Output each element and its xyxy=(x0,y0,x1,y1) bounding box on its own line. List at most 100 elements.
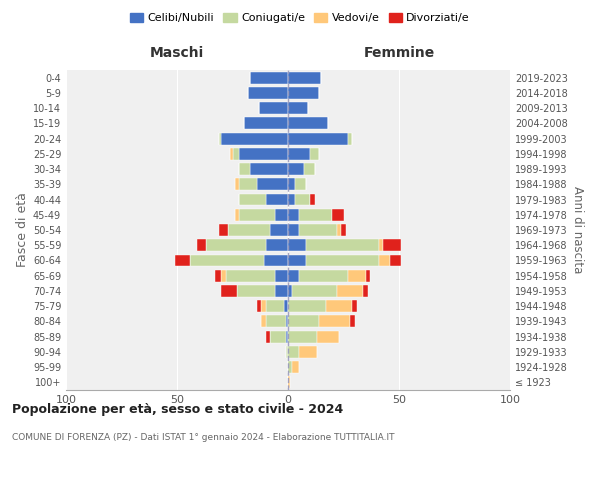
Bar xyxy=(292,285,337,297)
Bar xyxy=(288,148,310,160)
Bar xyxy=(337,224,341,236)
Bar xyxy=(295,194,310,205)
Bar xyxy=(288,224,299,236)
Bar xyxy=(366,270,370,281)
Bar xyxy=(259,102,288,114)
Bar xyxy=(306,240,379,251)
Bar xyxy=(288,102,308,114)
Bar xyxy=(288,330,317,342)
Bar xyxy=(257,178,288,190)
Bar xyxy=(288,300,326,312)
Bar xyxy=(219,224,228,236)
Bar xyxy=(288,316,319,328)
Bar xyxy=(226,270,275,281)
Bar xyxy=(288,72,322,84)
Bar xyxy=(275,209,288,220)
Bar xyxy=(197,240,206,251)
Bar xyxy=(275,270,288,281)
Bar xyxy=(250,72,288,84)
Bar xyxy=(288,240,306,251)
Bar xyxy=(266,300,284,312)
Bar xyxy=(288,361,292,373)
Bar xyxy=(235,178,239,190)
Bar xyxy=(348,270,366,281)
Bar xyxy=(228,224,270,236)
Bar xyxy=(221,132,288,144)
Bar xyxy=(275,285,288,297)
Bar xyxy=(235,209,239,220)
Bar xyxy=(288,194,295,205)
Bar xyxy=(379,254,390,266)
Bar xyxy=(288,254,306,266)
Bar xyxy=(288,118,328,130)
Bar xyxy=(270,224,288,236)
Bar xyxy=(299,346,317,358)
Text: COMUNE DI FORENZA (PZ) - Dati ISTAT 1° gennaio 2024 - Elaborazione TUTTITALIA.IT: COMUNE DI FORENZA (PZ) - Dati ISTAT 1° g… xyxy=(12,432,395,442)
Bar xyxy=(286,346,288,358)
Bar xyxy=(295,178,306,190)
Bar xyxy=(292,361,299,373)
Bar xyxy=(239,148,288,160)
Bar xyxy=(262,300,266,312)
Legend: Celibi/Nubili, Coniugati/e, Vedovi/e, Divorziati/e: Celibi/Nubili, Coniugati/e, Vedovi/e, Di… xyxy=(125,8,475,28)
Bar xyxy=(239,194,266,205)
Bar xyxy=(352,300,357,312)
Bar xyxy=(286,316,288,328)
Bar xyxy=(263,254,288,266)
Bar xyxy=(288,132,348,144)
Bar xyxy=(310,148,319,160)
Bar xyxy=(215,270,221,281)
Bar xyxy=(390,254,401,266)
Bar xyxy=(206,240,266,251)
Bar xyxy=(299,209,332,220)
Bar xyxy=(175,254,190,266)
Bar xyxy=(237,285,275,297)
Bar xyxy=(364,285,368,297)
Bar xyxy=(239,178,257,190)
Bar xyxy=(219,132,221,144)
Bar xyxy=(379,240,383,251)
Bar xyxy=(317,330,339,342)
Bar xyxy=(288,270,299,281)
Bar xyxy=(288,346,299,358)
Bar xyxy=(288,285,292,297)
Bar xyxy=(286,330,288,342)
Bar xyxy=(233,148,239,160)
Text: Popolazione per età, sesso e stato civile - 2024: Popolazione per età, sesso e stato civil… xyxy=(12,402,343,415)
Bar xyxy=(250,163,288,175)
Bar xyxy=(190,254,263,266)
Bar xyxy=(239,163,250,175)
Bar xyxy=(288,376,290,388)
Bar xyxy=(257,300,262,312)
Text: Maschi: Maschi xyxy=(150,46,204,60)
Bar xyxy=(270,330,286,342)
Bar xyxy=(221,285,237,297)
Bar xyxy=(266,240,288,251)
Text: Femmine: Femmine xyxy=(364,46,434,60)
Bar xyxy=(284,300,288,312)
Bar xyxy=(248,87,288,99)
Bar xyxy=(306,254,379,266)
Bar xyxy=(288,163,304,175)
Bar xyxy=(262,316,266,328)
Bar xyxy=(299,270,348,281)
Bar xyxy=(341,224,346,236)
Bar xyxy=(332,209,343,220)
Bar xyxy=(288,178,295,190)
Bar xyxy=(326,300,352,312)
Bar xyxy=(244,118,288,130)
Bar xyxy=(348,132,352,144)
Bar xyxy=(288,209,299,220)
Bar xyxy=(266,316,286,328)
Bar xyxy=(221,270,226,281)
Y-axis label: Fasce di età: Fasce di età xyxy=(16,192,29,268)
Bar xyxy=(383,240,401,251)
Bar xyxy=(310,194,314,205)
Bar xyxy=(304,163,314,175)
Bar xyxy=(288,87,319,99)
Bar xyxy=(230,148,233,160)
Bar xyxy=(266,330,270,342)
Bar xyxy=(266,194,288,205)
Bar xyxy=(299,224,337,236)
Bar xyxy=(239,209,275,220)
